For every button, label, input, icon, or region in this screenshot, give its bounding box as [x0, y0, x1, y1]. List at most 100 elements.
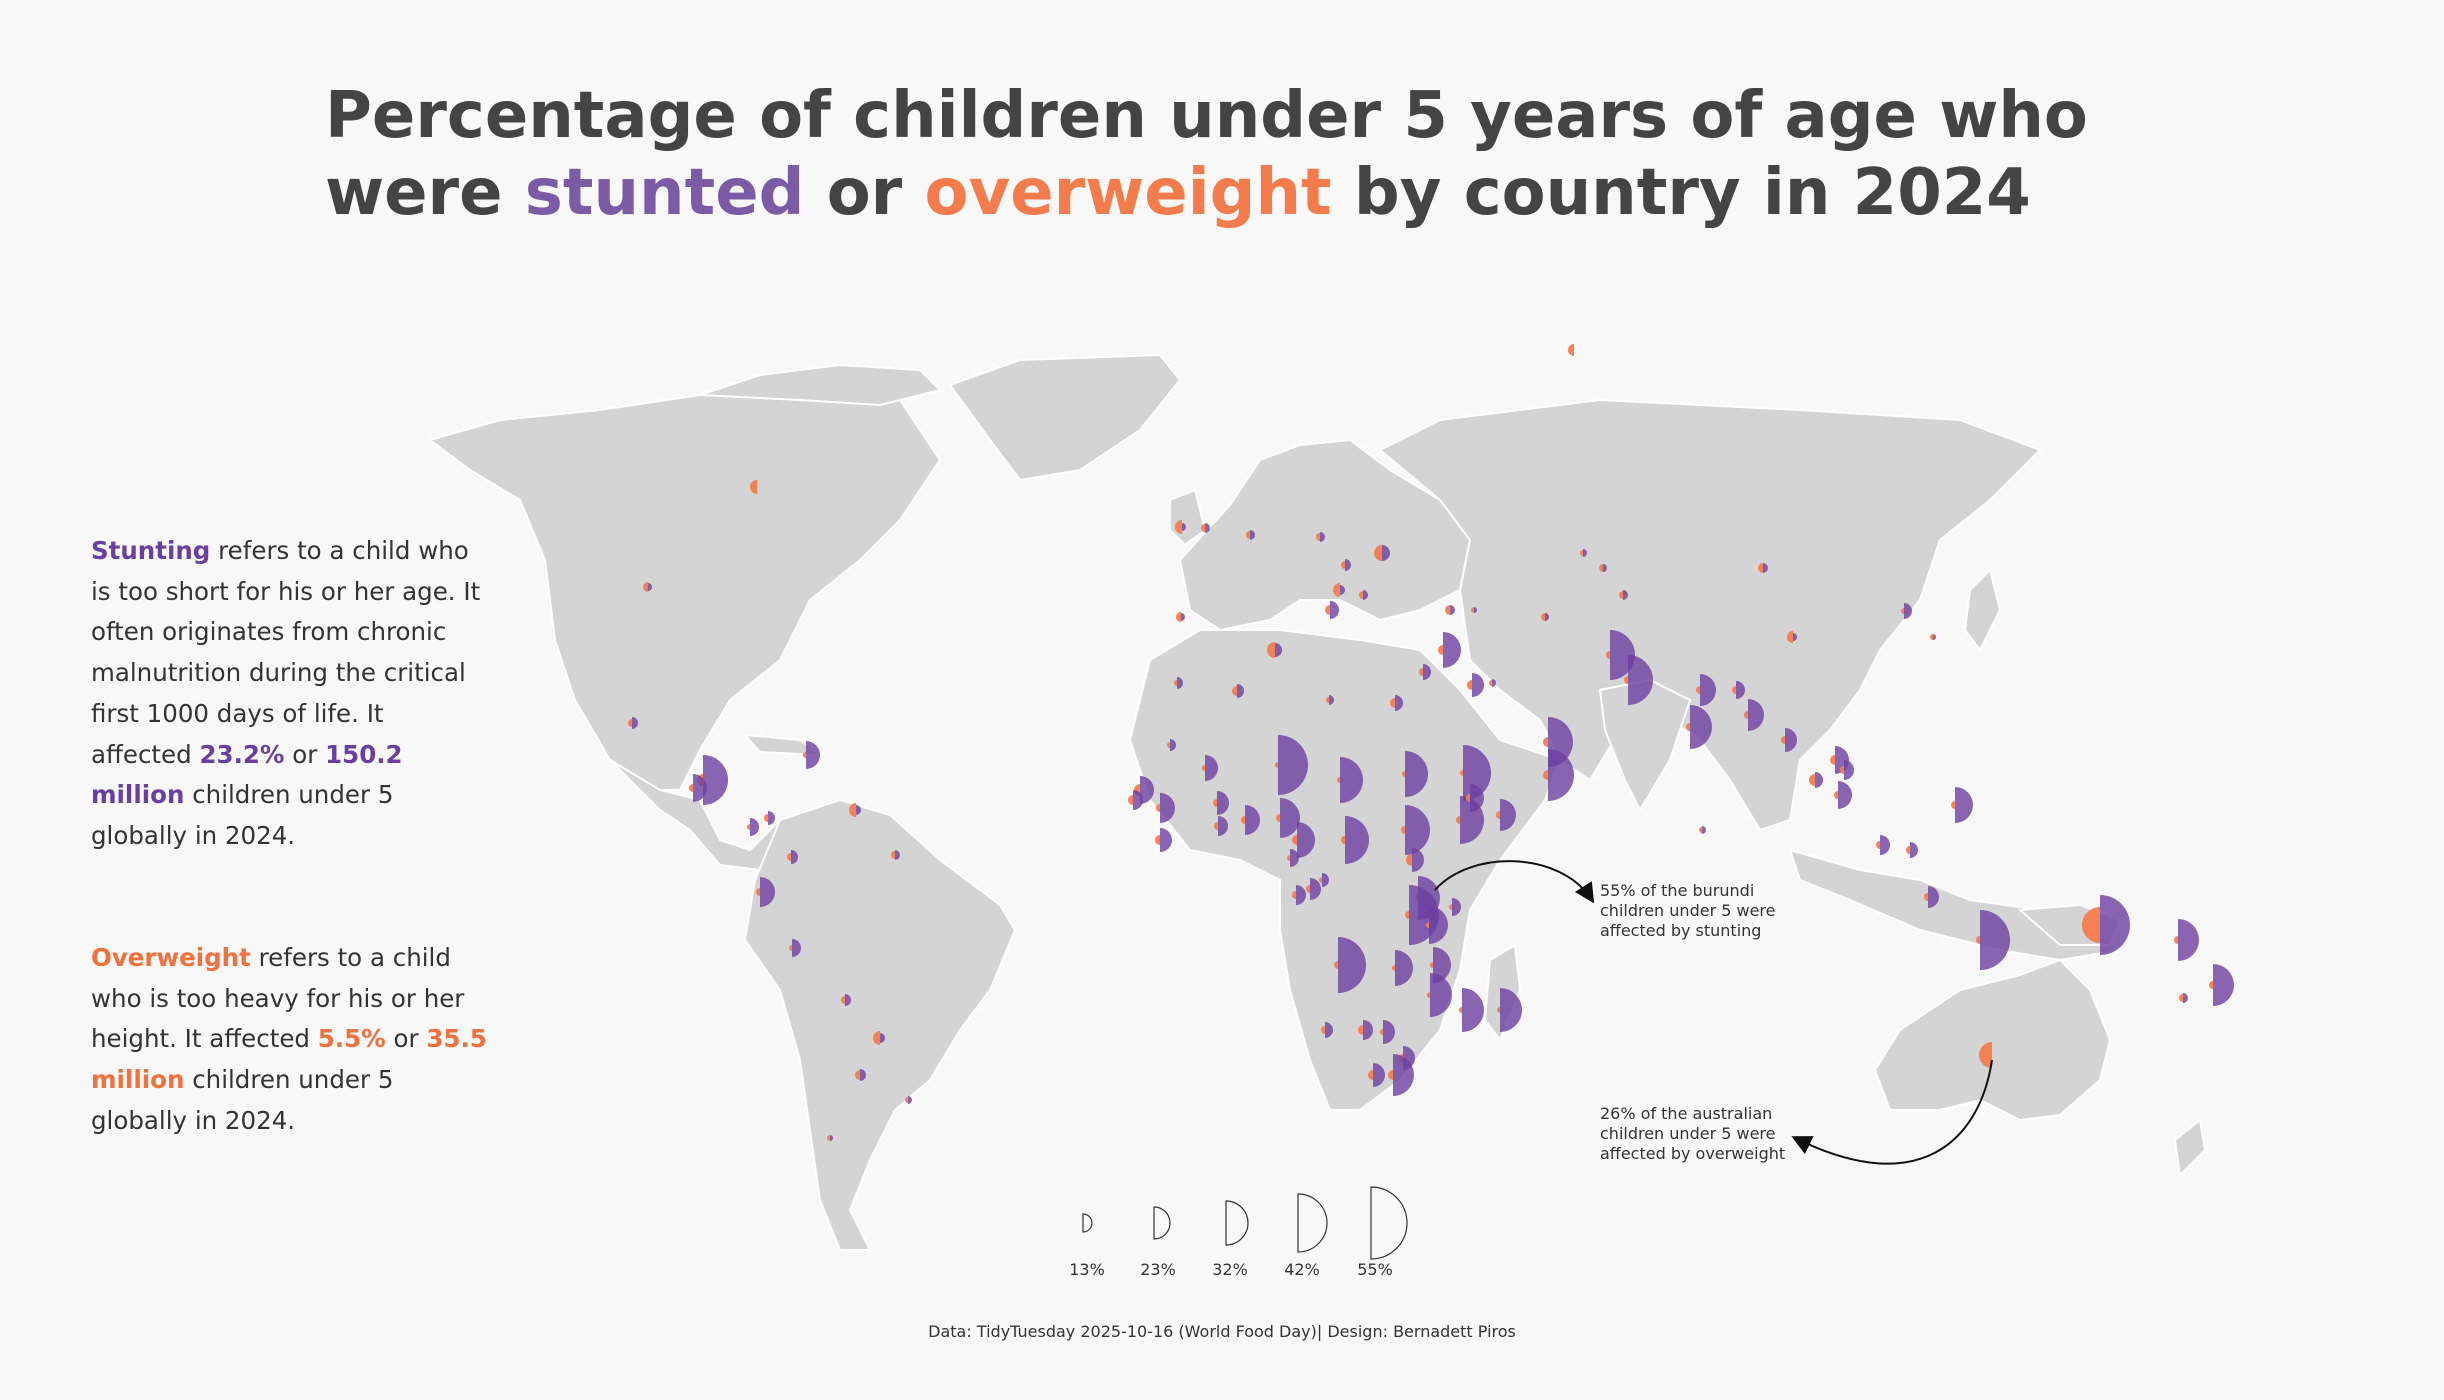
country-glyph — [1359, 590, 1368, 600]
overweight-half-glyph — [1497, 1007, 1500, 1013]
stunting-half-glyph — [1218, 816, 1228, 836]
country-glyph — [1758, 563, 1768, 573]
stunting-half-glyph — [806, 741, 820, 769]
stunting-half-glyph — [1320, 532, 1325, 542]
country-glyph — [1213, 791, 1229, 815]
title-were: were — [325, 156, 503, 230]
overweight-half-glyph — [1246, 531, 1250, 539]
overweight-half-glyph — [1906, 846, 1910, 854]
country-glyph — [2179, 993, 2188, 1003]
stunting-half-glyph — [1412, 848, 1424, 872]
overweight-half-glyph — [1292, 891, 1296, 899]
country-glyphs — [628, 344, 2234, 1141]
overweight-half-glyph — [1374, 545, 1382, 561]
south-america-landmass — [743, 798, 1017, 1251]
stunting-half-glyph — [1904, 603, 1912, 619]
stunting-half-glyph — [1170, 739, 1176, 751]
overweight-half-glyph — [1834, 791, 1838, 799]
country-glyph — [1471, 607, 1477, 613]
stunting-half-glyph — [1160, 793, 1175, 823]
overweight-half-glyph — [1174, 680, 1177, 686]
overweight-half-glyph — [1401, 826, 1405, 834]
country-glyph — [1732, 681, 1745, 699]
overweight-half-glyph — [750, 480, 757, 494]
overweight-half-glyph — [1951, 801, 1955, 809]
stunting-pct: 23.2% — [199, 739, 285, 769]
country-glyph — [1174, 677, 1183, 689]
stunting-half-glyph — [693, 774, 707, 802]
overweight-half-glyph — [873, 1031, 880, 1045]
overweight-half-glyph — [1406, 854, 1412, 866]
overweight-body: refers to a child who is too heavy for h… — [91, 943, 465, 1054]
overweight-pct: 5.5% — [317, 1024, 386, 1054]
country-glyph — [1316, 532, 1325, 542]
stunting-half-glyph — [1736, 681, 1745, 699]
country-glyph — [1699, 826, 1706, 834]
overweight-half-glyph — [1840, 766, 1844, 774]
stunting-half-glyph — [895, 850, 900, 860]
greenland-landmass — [948, 353, 1182, 482]
country-glyph — [1287, 849, 1299, 867]
country-glyph — [1176, 612, 1185, 622]
overweight-half-glyph — [1275, 762, 1278, 768]
country-glyph — [1333, 583, 1345, 597]
country-glyph — [905, 1096, 912, 1104]
country-glyph — [827, 1135, 833, 1141]
country-glyph — [1292, 885, 1306, 905]
country-glyph — [803, 741, 820, 769]
stunting-half-glyph — [1492, 679, 1496, 687]
stunting-half-glyph — [1548, 749, 1574, 801]
stunting-half-glyph — [1383, 1020, 1395, 1044]
overweight-half-glyph — [1809, 774, 1815, 786]
stunting-half-glyph — [792, 939, 801, 957]
stunting-half-glyph — [1205, 755, 1218, 781]
stunting-half-glyph — [1395, 695, 1403, 711]
country-glyph — [750, 480, 757, 494]
stunting-half-glyph — [1702, 826, 1706, 834]
stunting-half-glyph — [1322, 873, 1329, 887]
overweight-half-glyph — [1732, 686, 1736, 694]
stunting-half-glyph — [1980, 910, 2010, 970]
country-glyph — [1787, 631, 1797, 643]
stunting-half-glyph — [1443, 632, 1461, 668]
stunting-half-glyph — [1928, 886, 1939, 908]
overweight-half-glyph — [1830, 755, 1835, 765]
overweight-half-glyph — [1321, 1026, 1325, 1034]
overweight-half-glyph — [1176, 612, 1181, 622]
overweight-half-glyph — [1405, 911, 1409, 919]
country-glyph — [1319, 873, 1329, 887]
overweight-half-glyph — [1758, 563, 1763, 573]
country-glyph — [1696, 674, 1716, 706]
overweight-half-glyph — [1156, 804, 1160, 812]
country-glyph — [1374, 545, 1390, 561]
overweight-half-glyph — [1316, 533, 1320, 541]
africa-landmass — [1128, 629, 1562, 1111]
country-glyph — [1426, 906, 1448, 944]
stunting-half-glyph — [1382, 545, 1390, 561]
country-glyph — [756, 877, 775, 907]
country-glyph — [1930, 634, 1936, 640]
country-glyph — [1906, 842, 1918, 858]
overweight-half-glyph — [1456, 816, 1460, 824]
country-glyph — [1430, 947, 1451, 983]
country-glyph — [2082, 895, 2130, 955]
stunting-count: 150.2 million — [91, 739, 403, 810]
stunting-half-glyph — [845, 994, 851, 1006]
overweight-count: 35.5 million — [91, 1024, 487, 1095]
overweight-half-glyph — [1276, 814, 1280, 822]
country-glyph — [1267, 642, 1282, 658]
country-glyph — [1459, 988, 1484, 1032]
overweight-half-glyph — [2179, 994, 2183, 1002]
legend-half-circle — [1297, 1193, 1328, 1253]
overweight-half-glyph — [1214, 822, 1218, 830]
country-glyph — [1368, 1063, 1385, 1087]
overweight-half-glyph — [1380, 1029, 1383, 1035]
overweight-half-glyph — [1202, 765, 1205, 771]
overweight-half-glyph — [1359, 591, 1363, 599]
overweight-half-glyph — [643, 582, 648, 592]
stunting-half-glyph — [1545, 613, 1549, 621]
country-glyph — [1390, 695, 1403, 711]
stunting-half-glyph — [908, 1096, 912, 1104]
country-glyph — [1214, 816, 1228, 836]
stunting-half-glyph — [1330, 601, 1339, 619]
